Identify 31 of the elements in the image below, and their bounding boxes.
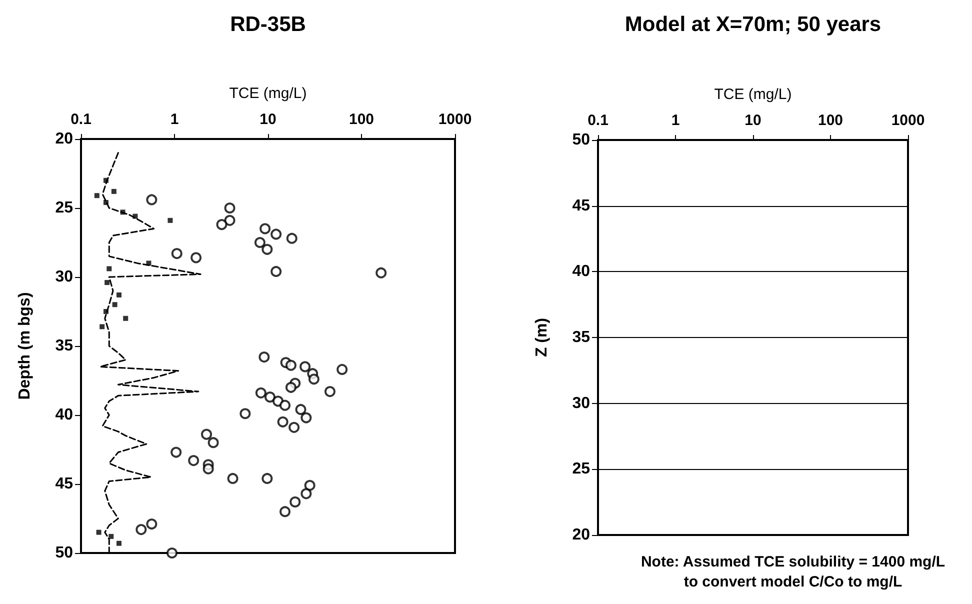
y-tick-label: 35 [55,338,74,354]
chart-title: RD-35B [230,13,306,36]
x-axis-title: TCE (mg/L) [714,86,792,103]
y-tick-label: 25 [572,460,590,478]
y-tick-label: 30 [572,394,590,412]
y-tick-label: 35 [572,329,590,346]
x-tick-label: 100 [348,111,374,128]
y-tick-label: 50 [55,544,74,562]
x-tick-label: 1 [671,112,680,129]
y-tick-label: 30 [55,268,74,286]
y-tick-label: 40 [55,406,74,424]
y-tick-label: 20 [572,526,590,544]
text: Note: Assumed TCE solubility = 1400 mg/L to convert model C/Co to mg/L [640,554,946,590]
x-tick-label: 0.1 [70,111,92,128]
x-tick-label: 100 [818,112,844,129]
x-tick-label: 10 [260,111,276,128]
y-tick-label: 20 [55,130,74,148]
x-tick-label: 1 [170,111,179,128]
x-tick-label: 10 [744,112,762,129]
y-tick-label: 50 [572,132,590,148]
x-axis-title: TCE (mg/L) [229,85,307,102]
y-tick-label: 45 [572,197,590,214]
x-tick-label: 1000 [891,112,925,129]
y-axis-title: Depth (m bgs) [16,292,34,400]
y-tick-label: 40 [572,263,590,280]
y-axis-title: Z (m) [534,318,550,358]
chart-title: Model at X=70m; 50 years [624,13,882,36]
y-tick-label: 45 [55,476,74,492]
y-tick-label: 25 [55,200,74,216]
x-tick-label: 0.1 [588,112,608,129]
x-tick-label: 1000 [438,111,472,128]
